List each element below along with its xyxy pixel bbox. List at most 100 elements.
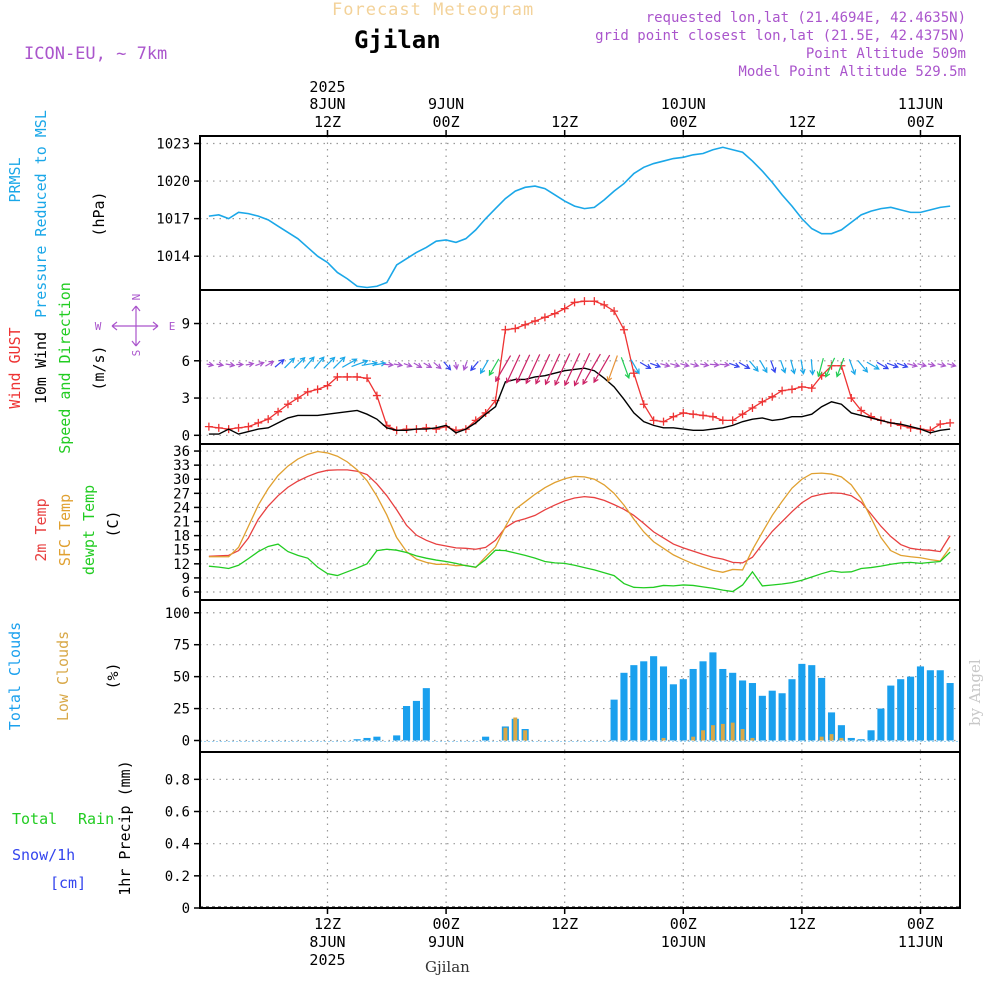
ytick-label: 36	[173, 444, 190, 460]
total-cloud-bar	[907, 676, 915, 741]
low-cloud-bar	[523, 730, 528, 741]
chart-title: Forecast Meteogram	[332, 0, 535, 20]
total-cloud-bar	[373, 736, 381, 741]
gust-point	[708, 412, 717, 421]
wind-arrow	[351, 359, 369, 368]
time-label-bottom: 00Z	[670, 915, 697, 933]
total-cloud-bar	[640, 661, 648, 741]
total-cloud-bar	[620, 672, 628, 741]
ytick-label: 1017	[156, 212, 190, 228]
wind-arrow	[206, 361, 215, 368]
ytick-label: 0.6	[165, 805, 190, 821]
gust-point	[402, 425, 411, 434]
wind-arrow	[848, 359, 857, 376]
wind-arrow	[423, 362, 433, 368]
wind-arrow	[255, 361, 265, 367]
wind-arrow	[719, 361, 731, 368]
total-cloud-bar	[393, 735, 401, 741]
location-title: Gjilan	[354, 26, 441, 54]
time-label-top: 2025	[309, 78, 345, 96]
requested-coords: requested lon,lat (21.4694E, 42.4635N)	[645, 10, 966, 26]
series-line-gust	[208, 300, 951, 432]
ylabel-speed-direction: Speed and Direction	[56, 282, 74, 454]
wind-arrow	[866, 361, 880, 370]
ytick-label: 9	[182, 571, 190, 587]
wind-arrow	[284, 357, 296, 369]
gust-point	[669, 412, 678, 421]
gust-point	[521, 320, 530, 329]
wind-arrow	[927, 361, 937, 368]
low-cloud-bar	[720, 723, 725, 741]
gust-point	[738, 410, 747, 419]
ytick-label: 9	[182, 317, 190, 333]
gust-point	[244, 422, 253, 431]
wind-arrow	[779, 359, 787, 374]
total-cloud-bar	[610, 699, 618, 741]
gust-point	[422, 423, 431, 432]
wind-arrow	[505, 354, 521, 384]
wind-arrow	[554, 353, 571, 387]
low-cloud-bar	[661, 737, 666, 741]
total-cloud-bar	[422, 688, 430, 741]
wind-arrow	[515, 354, 531, 384]
low-cloud-bar	[839, 737, 844, 741]
wind-arrow	[630, 359, 640, 375]
ylabel-2m-temp: 2m Temp	[32, 498, 50, 561]
panel-frame	[199, 599, 961, 753]
time-label-top: 00Z	[433, 113, 460, 131]
gust-point	[610, 307, 619, 316]
wind-arrow	[225, 361, 236, 368]
time-label-top: 8JUN	[309, 95, 345, 113]
wind-arrow	[393, 361, 404, 368]
ylabel-dewpt-temp: dewpt Temp	[80, 485, 98, 575]
time-label-bottom: 9JUN	[428, 933, 464, 951]
total-cloud-bar	[897, 679, 905, 741]
wind-arrow	[857, 360, 869, 373]
wind-arrow	[896, 362, 909, 369]
gust-point	[303, 387, 312, 396]
low-cloud-bar	[710, 725, 715, 741]
ytick-label: 100	[165, 606, 190, 622]
gust-point	[600, 300, 609, 309]
series-line-sfc-temp	[208, 450, 951, 573]
low-cloud-bar	[503, 727, 508, 741]
model-altitude: Model Point Altitude 529.5m	[738, 64, 966, 80]
gust-point	[659, 417, 668, 426]
gust-point	[590, 297, 599, 306]
gust-point	[797, 382, 806, 391]
ylabel-total-clouds: Total Clouds	[6, 622, 24, 730]
compass-w: W	[95, 320, 102, 333]
total-cloud-bar	[689, 668, 697, 741]
total-cloud-bar	[659, 666, 668, 741]
grid-point-coords: grid point closest lon,lat (21.5E, 42.43…	[595, 28, 966, 44]
gust-point	[511, 324, 520, 333]
ylabel-c: (C)	[104, 510, 122, 537]
total-cloud-bar	[739, 680, 747, 741]
low-cloud-bar	[740, 729, 745, 741]
wind-arrow	[700, 361, 710, 368]
wind-arrow	[333, 356, 346, 369]
ytick-label: 3	[182, 391, 190, 407]
time-label-top: 00Z	[907, 113, 934, 131]
wind-arrow	[835, 357, 845, 378]
wind-arrow	[729, 362, 741, 369]
compass-e: E	[169, 320, 176, 333]
total-cloud-bar	[699, 661, 707, 741]
gust-point	[946, 418, 955, 427]
wind-arrow	[620, 357, 631, 380]
total-cloud-bar	[798, 663, 806, 741]
wind-arrow	[433, 361, 442, 370]
total-cloud-bar	[412, 700, 420, 741]
wind-arrow	[759, 360, 768, 374]
low-cloud-bar	[691, 736, 696, 741]
ylabel-rain: Rain	[78, 810, 114, 828]
compass-s: S	[130, 350, 143, 357]
low-cloud-bar	[701, 730, 705, 741]
ylabel-snow: Snow/1h	[12, 846, 75, 864]
wind-arrow	[709, 361, 720, 368]
time-label-top: 12Z	[314, 113, 341, 131]
point-altitude: Point Altitude 509m	[805, 46, 966, 62]
time-label-bottom: 00Z	[907, 915, 934, 933]
wind-arrow	[535, 353, 551, 385]
